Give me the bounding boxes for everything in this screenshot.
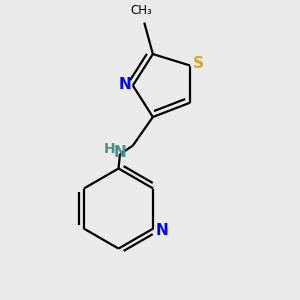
Text: N: N <box>155 224 168 238</box>
Text: N: N <box>114 145 126 160</box>
Text: CH₃: CH₃ <box>130 4 152 17</box>
Text: S: S <box>193 56 204 71</box>
Text: H: H <box>103 142 115 156</box>
Text: N: N <box>118 76 131 92</box>
